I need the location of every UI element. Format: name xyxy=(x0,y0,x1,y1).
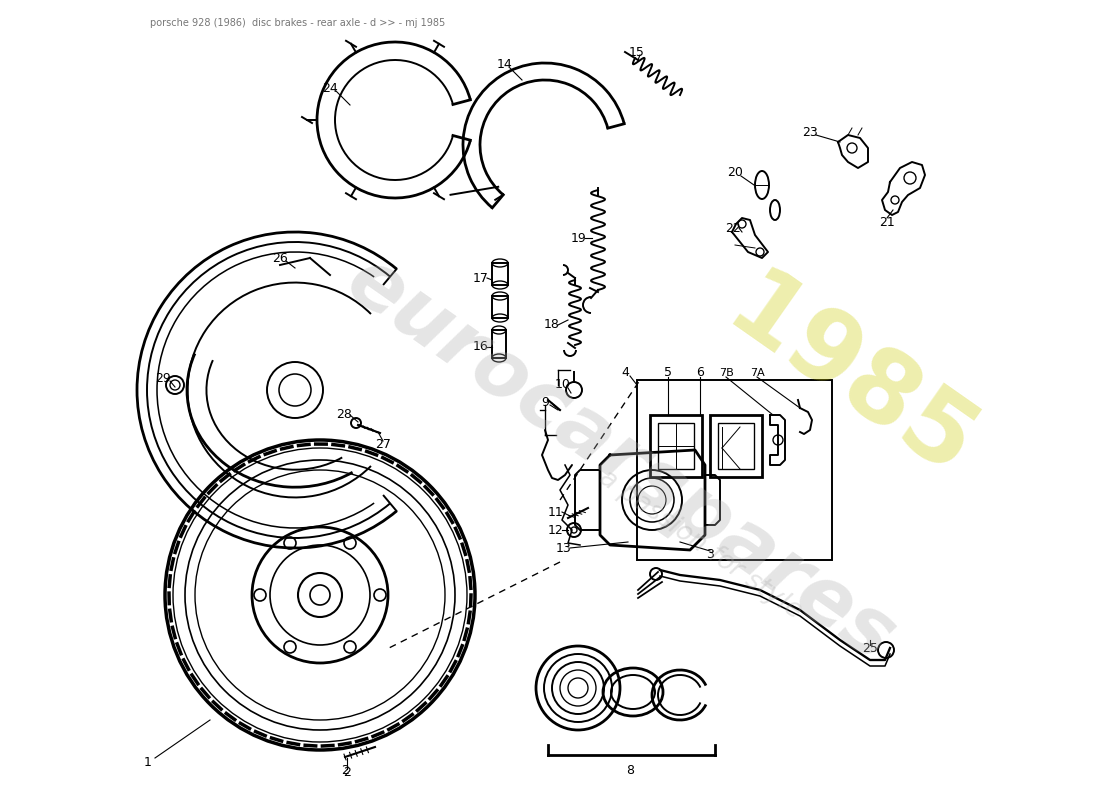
Bar xyxy=(718,423,754,469)
Text: 19: 19 xyxy=(571,231,587,245)
Text: 12: 12 xyxy=(548,523,564,537)
Text: 25: 25 xyxy=(862,642,878,654)
Text: 6: 6 xyxy=(696,366,704,379)
Text: a passion for style: a passion for style xyxy=(594,465,806,625)
Text: 28: 28 xyxy=(337,409,352,422)
Text: porsche 928 (1986)  disc brakes - rear axle - d >> - mj 1985: porsche 928 (1986) disc brakes - rear ax… xyxy=(150,18,446,28)
Text: 14: 14 xyxy=(497,58,513,71)
Text: 11: 11 xyxy=(548,506,564,518)
Text: 4: 4 xyxy=(621,366,629,379)
Text: 7B: 7B xyxy=(718,368,734,378)
Text: 3: 3 xyxy=(706,549,714,562)
Text: 1985: 1985 xyxy=(708,261,992,499)
Text: 20: 20 xyxy=(727,166,742,179)
Text: 7A: 7A xyxy=(749,368,764,378)
Text: 26: 26 xyxy=(272,251,288,265)
Bar xyxy=(492,330,506,358)
Text: 27: 27 xyxy=(375,438,390,451)
Bar xyxy=(710,415,762,477)
Text: 22: 22 xyxy=(725,222,741,234)
Bar xyxy=(492,263,508,285)
Bar xyxy=(637,380,832,560)
Text: 21: 21 xyxy=(879,215,895,229)
Text: 5: 5 xyxy=(664,366,672,379)
Text: 2: 2 xyxy=(341,763,349,777)
Text: 15: 15 xyxy=(629,46,645,58)
Text: 2: 2 xyxy=(343,766,351,779)
Text: 1: 1 xyxy=(144,755,152,769)
Text: 10: 10 xyxy=(556,378,571,391)
Text: 16: 16 xyxy=(473,341,488,354)
Text: 17: 17 xyxy=(473,271,488,285)
Bar xyxy=(650,415,702,477)
Text: 29: 29 xyxy=(155,371,170,385)
Text: 18: 18 xyxy=(544,318,560,331)
Text: 9: 9 xyxy=(541,397,549,410)
Text: 8: 8 xyxy=(626,763,634,777)
Text: 23: 23 xyxy=(802,126,818,138)
Text: eurocarspares: eurocarspares xyxy=(331,242,909,678)
Text: 24: 24 xyxy=(322,82,338,94)
Bar xyxy=(658,423,694,469)
Text: 13: 13 xyxy=(557,542,572,554)
Bar xyxy=(492,296,508,318)
